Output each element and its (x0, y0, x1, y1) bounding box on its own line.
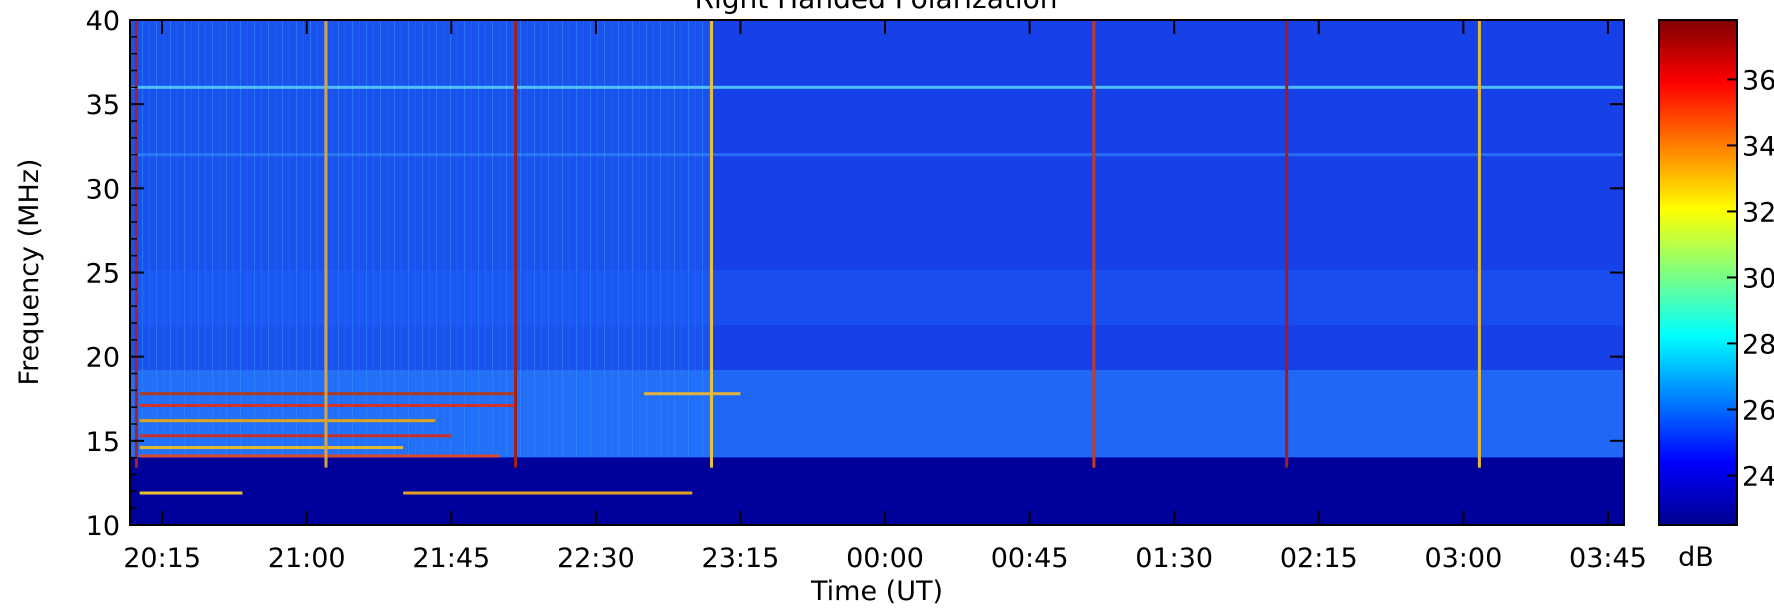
y-tick-label: 25 (86, 259, 120, 290)
colorbar-ticks: 24 26 28 30 32 34 36 (1727, 65, 1774, 492)
colorbar-tick-label: 28 (1742, 329, 1774, 360)
y-axis-label: Frequency (MHz) (14, 159, 45, 386)
interference-line (139, 454, 500, 458)
x-axis: 20:15 21:00 21:45 22:30 23:15 00:00 00:45 01:30… (123, 20, 1647, 574)
plot-area (129, 19, 1625, 526)
colorbar-tick-label: 30 (1742, 263, 1774, 294)
colorbar-tick-label: 24 (1742, 461, 1774, 492)
colorbar-gradient (1659, 20, 1737, 525)
interference-line (139, 446, 404, 450)
y-tick-label: 30 (86, 174, 120, 205)
interference-line (139, 434, 452, 438)
interference-line (139, 419, 436, 423)
colorbar-tick-label: 36 (1742, 65, 1774, 96)
y-axis: 10 15 20 25 30 35 40 (86, 6, 1624, 542)
low-frequency-cutoff-region (130, 457, 1624, 525)
broadband-burst-line (1477, 20, 1481, 468)
persistent-band-line (130, 85, 1624, 89)
x-tick-label: 23:15 (702, 543, 780, 574)
broadband-burst-line (514, 20, 518, 468)
y-tick-label: 40 (86, 6, 120, 37)
persistent-band-line (130, 153, 1624, 157)
broadband-burst-line (134, 20, 138, 468)
x-tick-label: 03:45 (1569, 543, 1647, 574)
x-axis-label: Time (UT) (810, 576, 943, 607)
interference-line (644, 392, 741, 396)
x-tick-label: 21:00 (268, 543, 346, 574)
y-tick-label: 20 (86, 343, 120, 374)
spectrogram-features (130, 20, 1624, 525)
interference-line (139, 491, 243, 495)
x-tick-label: 01:30 (1135, 543, 1213, 574)
broadband-burst-line (1285, 20, 1289, 468)
y-tick-label: 35 (86, 90, 120, 121)
interference-line (139, 392, 516, 396)
colorbar-tick-label: 34 (1742, 131, 1774, 162)
colorbar: 24 26 28 30 32 34 36 dB (1658, 19, 1774, 573)
x-tick-label: 02:15 (1280, 543, 1358, 574)
x-tick-label: 03:00 (1424, 543, 1502, 574)
colorbar-tick-label: 32 (1742, 197, 1774, 228)
broadband-burst-line (710, 20, 714, 468)
broadband-burst-line (1092, 20, 1096, 468)
x-tick-label: 00:00 (846, 543, 924, 574)
colorbar-tick-label: 26 (1742, 395, 1774, 426)
interference-line (403, 491, 693, 495)
colorbar-label: dB (1678, 542, 1714, 573)
chart-title: Right Handed Polarization (694, 0, 1057, 15)
x-tick-label: 22:30 (557, 543, 635, 574)
y-tick-label: 15 (86, 427, 120, 458)
interference-line (139, 403, 516, 407)
x-tick-label: 00:45 (991, 543, 1069, 574)
colorbar-frame (1658, 19, 1738, 526)
x-tick-label: 20:15 (123, 543, 201, 574)
plot-upper-band-glow (130, 270, 1624, 325)
y-tick-label: 10 (86, 511, 120, 542)
x-tick-label: 21:45 (412, 543, 490, 574)
plot-mid-band-glow (130, 370, 1624, 457)
broadband-burst-line (324, 20, 328, 468)
